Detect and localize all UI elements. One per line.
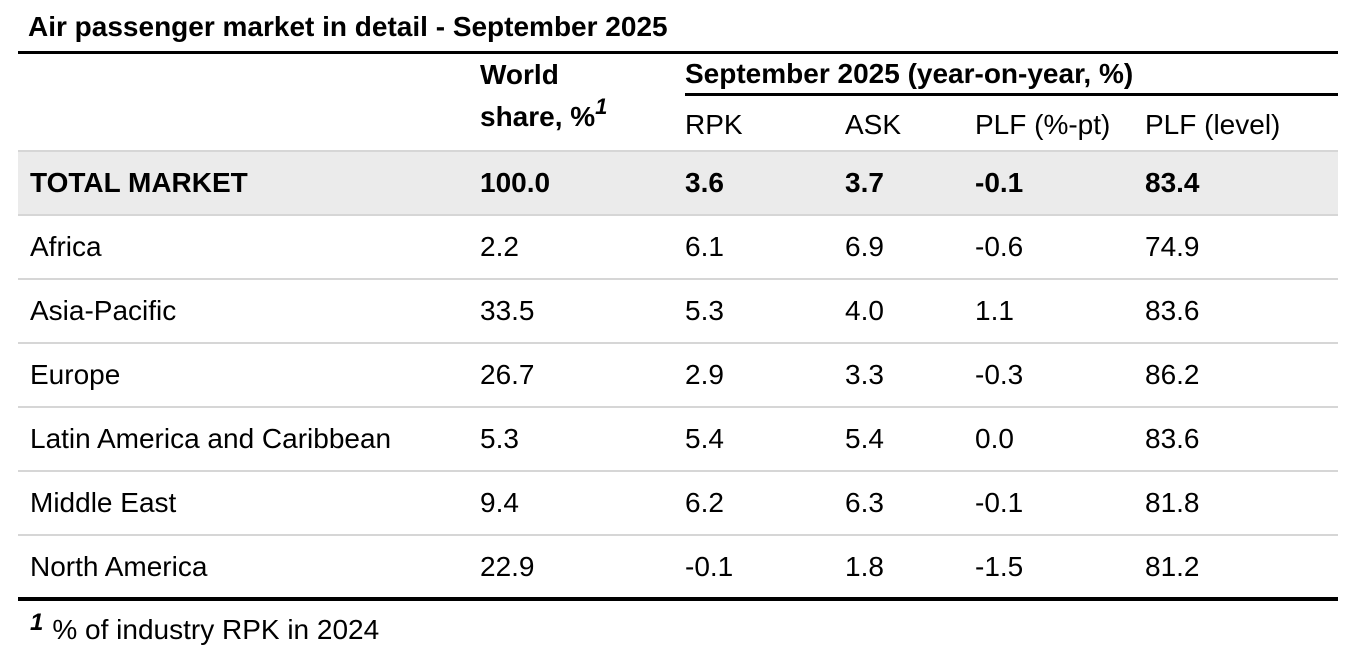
cell-ask: 1.8 [845, 550, 884, 582]
cell-rpk: 3.6 [685, 167, 724, 198]
table-row-africa: Africa 2.2 6.1 6.9 -0.6 74.9 [18, 215, 1339, 279]
header-group-september: September 2025 (year-on-year, %) [685, 54, 1339, 96]
table-row-total-market: TOTAL MARKET 100.0 3.6 3.7 -0.1 83.4 [18, 151, 1339, 215]
table-row-europe: Europe 26.7 2.9 3.3 -0.3 86.2 [18, 343, 1339, 407]
cell-ask: 4.0 [845, 295, 884, 326]
header-ask: ASK [845, 108, 902, 140]
cell-world-share: 26.7 [480, 359, 535, 390]
cell-world-share: 9.4 [480, 487, 519, 518]
cell-world-share: 100.0 [480, 167, 551, 198]
cell-ask: 3.3 [845, 359, 884, 390]
cell-ask: 3.7 [845, 167, 884, 198]
cell-plf-level: 86.2 [1145, 359, 1200, 390]
cell-plf-level: 81.2 [1145, 550, 1200, 582]
header-plf-level: PLF (level) [1145, 108, 1281, 140]
header-plf-pt: PLF (%-pt) [975, 108, 1111, 140]
header-group-label: September 2025 (year-on-year, %) [685, 57, 1134, 89]
cell-plf-level: 74.9 [1145, 231, 1200, 262]
cell-plf-pt: -0.3 [975, 359, 1024, 390]
cell-rpk: 5.3 [685, 295, 724, 326]
cell-region: Asia-Pacific [30, 295, 177, 326]
world-share-superscript: 1 [595, 94, 608, 119]
cell-region: Latin America and Caribbean [30, 423, 392, 454]
header-world-share: World share, %1 [480, 54, 685, 151]
cell-rpk: 6.1 [685, 231, 724, 262]
header-row-metrics: RPK ASK PLF (%-pt) PLF (level) [18, 94, 1338, 151]
table-header: World share, %1 September 2025 (year-on-… [18, 54, 1339, 151]
footnote: 1 % of industry RPK in 2024 [18, 611, 1338, 647]
table-row-latin-america-caribbean: Latin America and Caribbean 5.3 5.4 5.4 … [18, 407, 1339, 471]
cell-rpk: 6.2 [685, 487, 724, 518]
cell-world-share: 2.2 [480, 231, 519, 262]
table-body: TOTAL MARKET 100.0 3.6 3.7 -0.1 83.4 Afr… [18, 151, 1339, 599]
cell-plf-pt: 1.1 [975, 295, 1014, 326]
cell-plf-pt: -0.1 [975, 487, 1024, 518]
cell-plf-level: 83.6 [1145, 295, 1200, 326]
world-share-line1: World [480, 59, 559, 90]
footnote-text: % of industry RPK in 2024 [52, 614, 380, 645]
cell-ask: 6.3 [845, 487, 884, 518]
cell-plf-level: 81.8 [1145, 487, 1200, 518]
table-row-middle-east: Middle East 9.4 6.2 6.3 -0.1 81.8 [18, 471, 1339, 535]
table-row-asia-pacific: Asia-Pacific 33.5 5.3 4.0 1.1 83.6 [18, 279, 1339, 343]
cell-rpk: 5.4 [685, 423, 724, 454]
header-region-empty [18, 54, 480, 151]
cell-world-share: 33.5 [480, 295, 535, 326]
header-rpk: RPK [685, 108, 743, 140]
cell-plf-level: 83.6 [1145, 423, 1200, 454]
cell-plf-pt: -0.1 [975, 167, 1024, 198]
table-row-north-america: North America 22.9 -0.1 1.8 -1.5 81.2 [18, 535, 1339, 599]
cell-region: North America [30, 550, 208, 582]
cell-region: Middle East [30, 487, 177, 518]
header-row-group: World share, %1 September 2025 (year-on-… [18, 54, 1339, 132]
cell-ask: 6.9 [845, 231, 884, 262]
air-passenger-market-table: World share, %1 September 2025 (year-on-… [18, 54, 1339, 601]
cell-region: Europe [30, 359, 121, 390]
cell-plf-pt: -1.5 [975, 550, 1024, 582]
cell-plf-pt: 0.0 [975, 423, 1014, 454]
world-share-line2: share, % [480, 101, 596, 132]
cell-region: TOTAL MARKET [30, 167, 248, 198]
cell-ask: 5.4 [845, 423, 884, 454]
footnote-superscript: 1 [30, 609, 44, 636]
cell-plf-level: 83.4 [1145, 167, 1200, 198]
cell-region: Africa [30, 231, 102, 262]
cell-world-share: 22.9 [480, 550, 535, 582]
page-title: Air passenger market in detail - Septemb… [18, 0, 1338, 54]
cell-plf-pt: -0.6 [975, 231, 1024, 262]
cell-rpk: 2.9 [685, 359, 724, 390]
cell-world-share: 5.3 [480, 423, 519, 454]
cell-rpk: -0.1 [685, 550, 734, 582]
